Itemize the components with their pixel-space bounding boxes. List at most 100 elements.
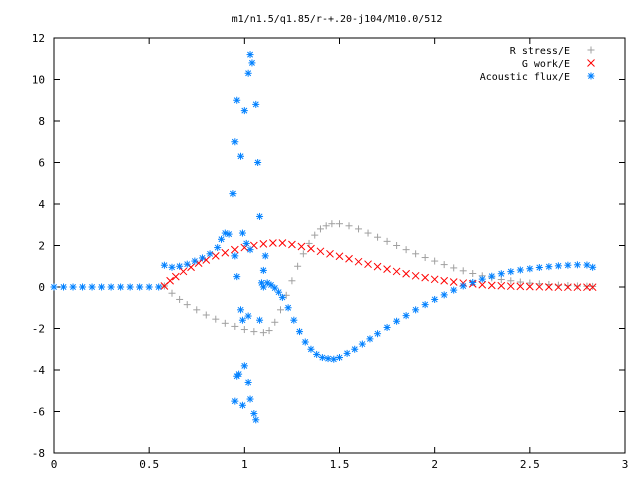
series-2-point — [351, 345, 359, 353]
series-0-point — [402, 246, 410, 254]
series-2-point — [233, 273, 241, 281]
series-2-point — [238, 401, 246, 409]
series-2-point — [60, 283, 68, 291]
series-2-point — [238, 229, 246, 237]
series-2-point — [313, 350, 321, 358]
series-1-point — [171, 272, 180, 281]
y-tick-label: -8 — [32, 447, 45, 460]
series-1-point — [487, 281, 496, 290]
series-0-point — [431, 257, 439, 265]
series-2-point — [242, 239, 250, 247]
series-2-point — [290, 316, 298, 324]
series-1-point — [288, 240, 296, 249]
series-2-point — [516, 266, 524, 274]
y-tick-label: -4 — [32, 364, 46, 377]
series-2-point — [583, 261, 591, 269]
series-0-point — [345, 222, 353, 230]
series-1-point — [588, 283, 597, 292]
series-2-point — [233, 96, 241, 104]
series-2-point — [589, 263, 597, 271]
series-2-point — [145, 283, 153, 291]
series-0-point — [265, 327, 273, 335]
series-2-point — [440, 291, 448, 299]
series-2-point — [198, 254, 206, 262]
series-2-point — [231, 252, 239, 260]
series-2-point — [450, 286, 458, 294]
series-0-point — [336, 220, 343, 228]
series-2-point — [246, 51, 254, 59]
series-2-point — [231, 138, 239, 146]
series-2-point — [383, 323, 391, 331]
series-1-point — [525, 282, 534, 291]
series-2-point — [254, 159, 262, 166]
series-1-point — [166, 276, 174, 285]
legend-marker — [587, 59, 595, 67]
series-0-point — [202, 311, 210, 319]
series-0-point — [176, 295, 184, 303]
y-tick-label: 12 — [32, 32, 45, 45]
series-2-point — [324, 355, 332, 363]
series-1-point — [383, 265, 391, 274]
series-2-point — [402, 312, 410, 320]
series-0-point — [322, 222, 330, 230]
series-0-point — [240, 326, 248, 334]
series-1-point — [554, 283, 563, 292]
series-1-point — [179, 267, 188, 276]
series-2-point — [79, 283, 87, 291]
series-2-point — [117, 283, 125, 291]
series-2-point — [98, 283, 106, 291]
series-2-point — [469, 278, 477, 286]
series-2-point — [343, 349, 351, 357]
series-1-point — [449, 278, 458, 286]
series-2-point — [244, 69, 252, 77]
series-2-point — [107, 283, 115, 291]
series-1-point — [573, 283, 582, 292]
y-tick-label: 8 — [38, 115, 45, 128]
series-2-point — [88, 283, 96, 291]
series-0-point — [412, 250, 420, 258]
chart-title: m1/n1.5/q1.85/r-+.20-j104/M10.0/512 — [232, 14, 443, 25]
series-0-point — [183, 301, 191, 309]
series-0-point — [231, 322, 239, 330]
plot-frame — [53, 37, 626, 454]
series-2-point — [366, 335, 374, 343]
series-2-point — [393, 317, 401, 325]
series-0-point — [440, 261, 448, 269]
series-2-point — [248, 59, 256, 67]
y-tick-label: 4 — [38, 198, 45, 211]
series-2-point — [229, 190, 237, 198]
series-2-point — [252, 100, 260, 108]
series-2-point — [217, 235, 225, 243]
series-1-point — [478, 280, 487, 289]
series-1-point — [402, 269, 410, 278]
series-0-point — [259, 329, 267, 337]
series-0-point — [168, 289, 176, 297]
x-tick-label: 3 — [622, 458, 629, 471]
series-1-point — [440, 276, 449, 285]
x-tick-label: 2 — [431, 458, 438, 471]
series-2-point — [526, 265, 534, 273]
series-2-point — [155, 283, 163, 291]
series-2-point — [259, 266, 267, 274]
series-1-point — [411, 271, 420, 280]
series-0-point — [526, 279, 534, 287]
series-2-point — [235, 370, 243, 378]
series-1-point — [506, 282, 515, 291]
series-1-point — [259, 239, 268, 248]
series-0-point — [193, 306, 201, 314]
series-2-point — [554, 262, 562, 270]
series-2-point — [507, 268, 515, 276]
series-2-point — [191, 257, 199, 265]
series-2-point — [237, 152, 245, 160]
series-2-point — [225, 230, 233, 238]
series-2-point — [278, 293, 286, 301]
series-2-point — [412, 306, 420, 314]
y-tick-label: 0 — [38, 281, 45, 294]
series-2-point — [214, 244, 222, 252]
series-1-point — [307, 244, 315, 253]
series-2-point — [69, 283, 77, 291]
series-0-point — [311, 231, 319, 239]
series-1-point — [545, 283, 553, 291]
series-0-point — [276, 306, 284, 314]
